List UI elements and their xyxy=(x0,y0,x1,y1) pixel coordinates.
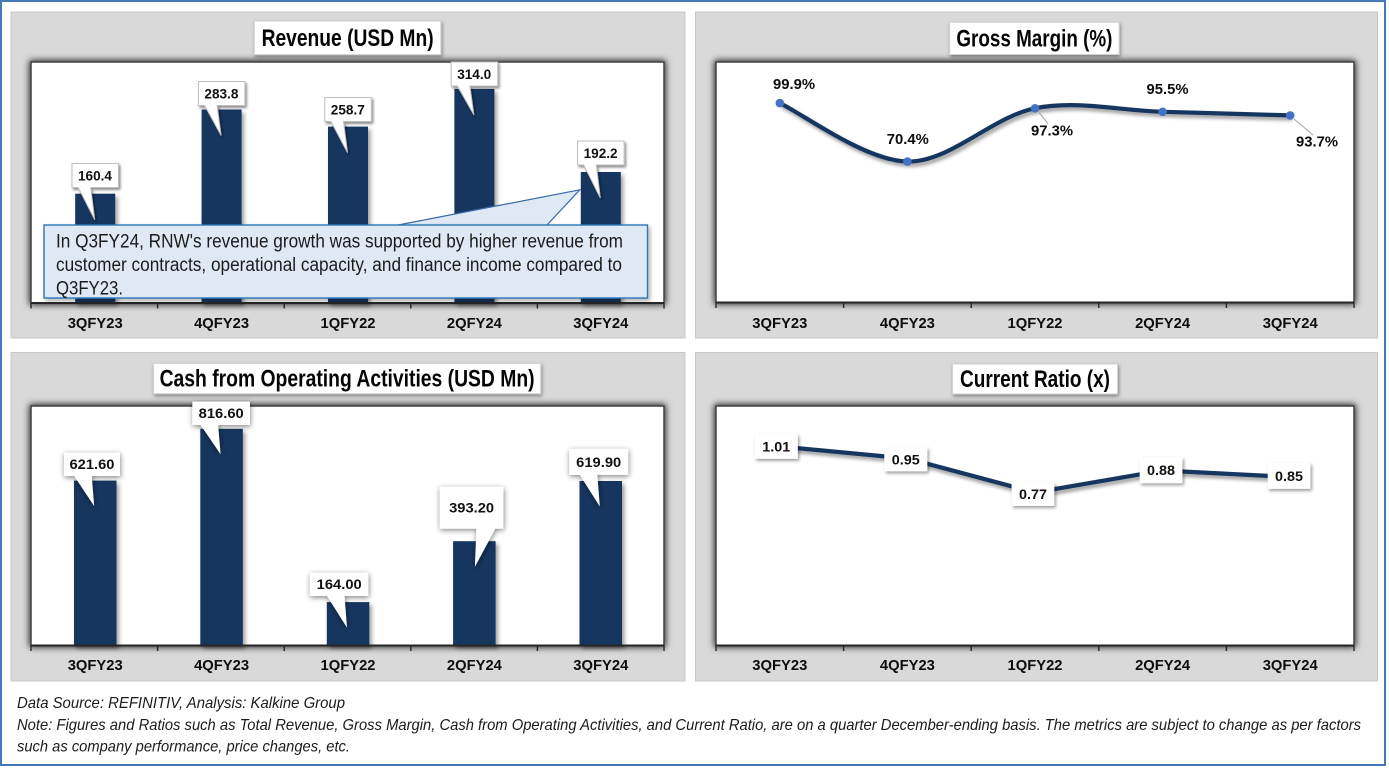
svg-text:3QFY23: 3QFY23 xyxy=(752,315,807,332)
svg-text:0.85: 0.85 xyxy=(1275,468,1303,484)
svg-text:393.20: 393.20 xyxy=(449,500,494,516)
svg-text:Revenue (USD Mn): Revenue (USD Mn) xyxy=(262,25,434,52)
svg-text:3QFY23: 3QFY23 xyxy=(68,657,123,674)
svg-text:Current Ratio (x): Current Ratio (x) xyxy=(960,366,1110,393)
svg-text:Gross Margin (%): Gross Margin (%) xyxy=(956,25,1112,52)
svg-text:3QFY24: 3QFY24 xyxy=(573,657,629,674)
svg-text:0.77: 0.77 xyxy=(1019,486,1047,502)
svg-text:258.7: 258.7 xyxy=(331,102,365,118)
svg-text:Note: Figures and Ratios such: Note: Figures and Ratios such as Total R… xyxy=(17,717,1361,734)
svg-text:1QFY22: 1QFY22 xyxy=(1008,657,1063,674)
svg-text:4QFY23: 4QFY23 xyxy=(194,657,249,674)
svg-text:4QFY23: 4QFY23 xyxy=(880,657,935,674)
svg-text:3QFY24: 3QFY24 xyxy=(1263,315,1319,332)
svg-text:3QFY23: 3QFY23 xyxy=(752,657,807,674)
svg-text:99.9%: 99.9% xyxy=(773,77,815,93)
svg-text:0.88: 0.88 xyxy=(1147,462,1175,478)
svg-text:97.3%: 97.3% xyxy=(1031,124,1073,140)
svg-text:Cash from Operating Activities: Cash from Operating Activities (USD Mn) xyxy=(160,366,535,393)
svg-text:164.00: 164.00 xyxy=(317,576,362,592)
svg-text:Q3FY23.: Q3FY23. xyxy=(56,279,123,300)
svg-text:283.8: 283.8 xyxy=(204,86,238,102)
svg-text:1QFY22: 1QFY22 xyxy=(321,315,376,332)
svg-text:2QFY24: 2QFY24 xyxy=(1135,657,1191,674)
svg-text:1.01: 1.01 xyxy=(762,439,790,455)
svg-text:4QFY23: 4QFY23 xyxy=(194,315,249,332)
svg-text:1QFY22: 1QFY22 xyxy=(1008,315,1063,332)
svg-text:816.60: 816.60 xyxy=(199,405,244,421)
svg-text:160.4: 160.4 xyxy=(78,168,112,184)
svg-text:such as company performance, p: such as company performance, price chang… xyxy=(17,739,350,756)
svg-text:93.7%: 93.7% xyxy=(1296,135,1338,151)
svg-text:3QFY23: 3QFY23 xyxy=(68,315,123,332)
svg-text:192.2: 192.2 xyxy=(584,145,618,161)
svg-text:619.90: 619.90 xyxy=(576,454,621,470)
svg-text:2QFY24: 2QFY24 xyxy=(1135,315,1191,332)
svg-text:3QFY24: 3QFY24 xyxy=(1263,657,1319,674)
svg-text:Data Source: REFINITIV, Analys: Data Source: REFINITIV, Analysis: Kalkin… xyxy=(17,695,345,712)
svg-text:314.0: 314.0 xyxy=(457,66,491,82)
svg-text:70.4%: 70.4% xyxy=(887,132,929,148)
svg-text:customer contracts, operationa: customer contracts, operational capacity… xyxy=(56,255,622,276)
svg-text:95.5%: 95.5% xyxy=(1147,82,1189,98)
svg-text:2QFY24: 2QFY24 xyxy=(447,657,503,674)
svg-text:In Q3FY24, RNW's revenue growt: In Q3FY24, RNW's revenue growth was supp… xyxy=(56,231,623,252)
svg-text:4QFY23: 4QFY23 xyxy=(880,315,935,332)
svg-text:3QFY24: 3QFY24 xyxy=(573,315,629,332)
svg-text:2QFY24: 2QFY24 xyxy=(447,315,503,332)
svg-text:1QFY22: 1QFY22 xyxy=(321,657,376,674)
svg-text:0.95: 0.95 xyxy=(892,451,920,467)
svg-text:621.60: 621.60 xyxy=(70,456,115,472)
